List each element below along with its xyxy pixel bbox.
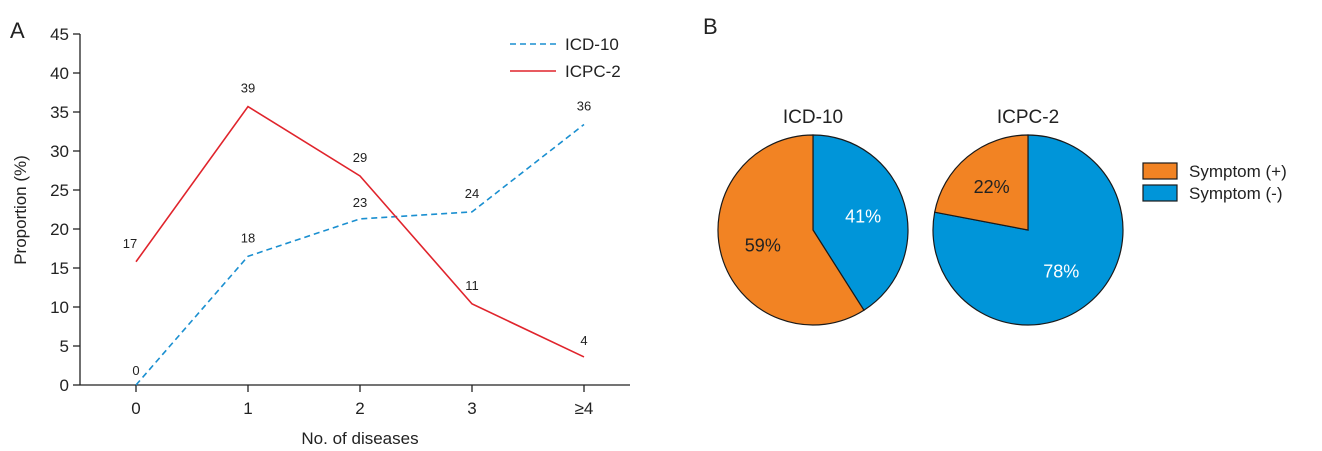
data-label: 29 <box>353 150 367 165</box>
pie-slice-label: 59% <box>745 236 781 256</box>
pie-title: ICPC-2 <box>997 107 1059 128</box>
legend-label: ICPC-2 <box>565 62 621 81</box>
data-label: 0 <box>132 363 139 378</box>
legend-swatch <box>1142 184 1178 202</box>
pie-slice <box>933 134 1029 231</box>
x-tick-label: 1 <box>243 399 252 418</box>
data-label: 17 <box>123 236 137 251</box>
pie-legend: Symptom (+) Symptom (-) <box>1142 162 1287 203</box>
data-label: 4 <box>580 333 587 348</box>
y-tick-label: 30 <box>50 142 69 161</box>
x-ticks: 0 1 2 3 ≥4 <box>131 385 593 418</box>
y-tick-label: 45 <box>50 25 69 44</box>
pie-slice <box>717 134 865 326</box>
series-line-icd-10 <box>135 123 585 386</box>
legend-label: Symptom (+) <box>1189 162 1287 181</box>
y-tick-label: 35 <box>50 103 69 122</box>
y-tick-label: 0 <box>60 376 69 395</box>
legend-label: Symptom (-) <box>1189 184 1283 203</box>
y-tick-label: 20 <box>50 220 69 239</box>
panel-label-b: B <box>703 14 718 39</box>
pie-slice <box>932 134 1124 326</box>
data-label: 36 <box>577 98 591 113</box>
data-label: 39 <box>241 81 255 96</box>
y-ticks: 0 5 10 15 20 25 30 35 40 45 <box>50 25 80 395</box>
data-label: 11 <box>465 278 479 293</box>
series-group: 0 18 23 24 36 17 39 29 11 4 <box>123 81 591 386</box>
y-tick-label: 25 <box>50 181 69 200</box>
x-axis-label: No. of diseases <box>301 429 418 448</box>
panel-label-a: A <box>10 18 25 43</box>
x-tick-label: 0 <box>131 399 140 418</box>
pie-slice-label: 22% <box>974 177 1010 197</box>
y-tick-label: 5 <box>60 337 69 356</box>
legend-swatch <box>1142 162 1178 180</box>
legend-label: ICD-10 <box>565 35 619 54</box>
data-label: 23 <box>353 195 367 210</box>
y-tick-label: 40 <box>50 64 69 83</box>
x-tick-label: 3 <box>467 399 476 418</box>
data-label: 24 <box>465 186 479 201</box>
series-line-icpc-2 <box>135 105 585 358</box>
y-axis-label: Proportion (%) <box>11 155 30 265</box>
data-label: 18 <box>241 230 255 245</box>
pie-slice-label: 41% <box>845 206 881 226</box>
line-legend: ICD-10 ICPC-2 <box>510 35 621 81</box>
pie-title: ICD-10 <box>783 107 843 128</box>
x-tick-label: 2 <box>355 399 364 418</box>
pie-charts: ICD-10 41% 59% ICPC-2 78% 22% <box>717 107 1124 326</box>
y-tick-label: 15 <box>50 259 69 278</box>
x-tick-label: ≥4 <box>575 399 594 418</box>
pie-slice-label: 78% <box>1043 261 1079 281</box>
y-tick-label: 10 <box>50 298 69 317</box>
